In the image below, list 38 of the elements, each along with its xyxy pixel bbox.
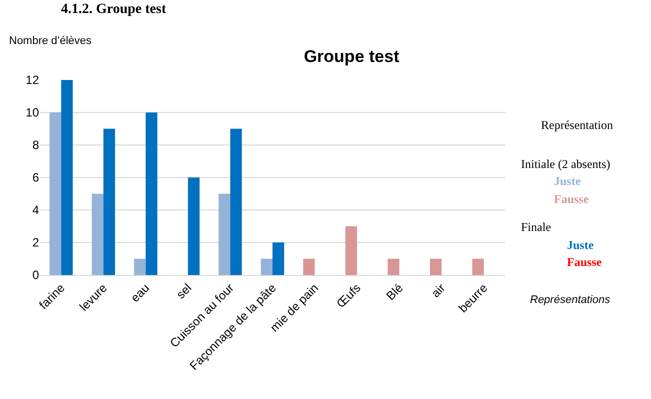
y-axis-title: Nombre d’élèves [9,35,92,47]
bar [134,258,146,275]
bar [61,80,73,275]
bar [345,226,358,275]
y-tick-label: 2 [32,236,40,250]
text: Initiale (2 absents) [521,157,610,171]
x-tick-label: Blé [384,280,406,304]
bar [230,128,242,275]
y-tick-label: 6 [32,170,40,185]
x-axis-title: Représentations [530,294,611,306]
bar [218,194,230,275]
chart-subtitle: 4.1.2. Groupe test [61,2,166,17]
bar [50,112,62,275]
bar [388,258,400,275]
text: Juste [567,238,594,252]
bar [272,242,284,275]
x-tick-label: sel [174,280,194,302]
y-tick-label: 8 [32,138,40,152]
bar [146,112,158,275]
bar [103,128,116,275]
y-tick-label: 10 [26,106,40,120]
text: Juste [554,174,582,188]
bar [92,194,104,275]
bar [303,258,315,275]
bar [430,258,442,275]
bar [260,258,272,275]
legend-title: Représentation [541,118,613,132]
legend-label: Fausse [567,255,602,269]
text: Finale [521,220,551,234]
y-tick-label: 12 [26,73,40,88]
chart-title: Groupe test [304,46,400,66]
x-tick-label: eau [128,280,152,305]
x-tick-label: air [428,280,448,300]
y-tick-label: 0 [32,268,40,282]
bar [188,178,200,275]
text: Fausse [554,192,590,206]
y-tick-label: 4 [32,203,40,218]
bar [472,258,484,275]
